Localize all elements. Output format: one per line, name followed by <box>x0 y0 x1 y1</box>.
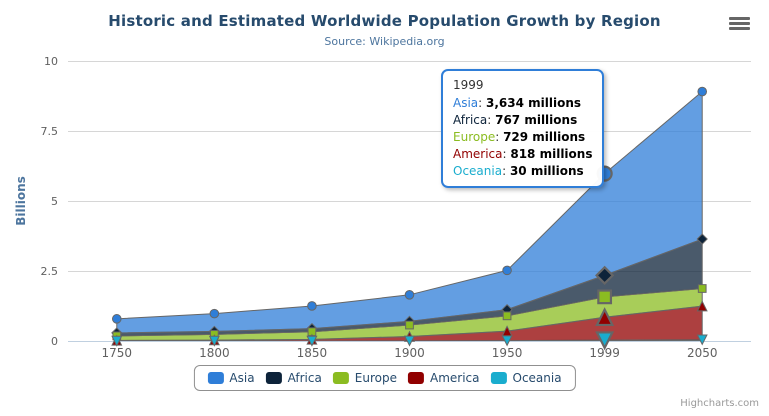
legend-item-oceania[interactable]: Oceania <box>490 371 562 385</box>
y-axis-label: 5 <box>51 195 58 208</box>
legend-item-europe[interactable]: Europe <box>332 371 398 385</box>
tooltip-series-name: America <box>453 147 503 161</box>
x-axis-label: 1800 <box>199 346 230 360</box>
marker-europe-1900[interactable] <box>405 320 414 330</box>
marker-asia-1950[interactable] <box>502 265 512 276</box>
marker-asia-2050[interactable] <box>697 86 708 97</box>
tooltip-separator: : <box>478 96 487 110</box>
legend: Asia Africa Europe America Oceania <box>193 365 576 391</box>
legend-label: Oceania <box>512 371 562 385</box>
marker-asia-1800[interactable] <box>209 308 220 319</box>
marker-africa-1999[interactable] <box>595 265 615 285</box>
x-axis-label: 1999 <box>589 346 620 360</box>
marker-america-1999[interactable] <box>595 307 615 327</box>
x-axis-label: 1750 <box>102 346 133 360</box>
legend-swatch <box>408 372 425 384</box>
marker-oceania-1950[interactable] <box>501 335 513 347</box>
tooltip-row-africa: Africa: 767 millions <box>453 112 592 129</box>
legend-swatch <box>490 372 507 384</box>
marker-oceania-1750[interactable] <box>111 335 123 347</box>
legend-label: Africa <box>287 371 322 385</box>
legend-label: Asia <box>229 371 255 385</box>
marker-europe-1999[interactable] <box>597 289 613 305</box>
tooltip-series-name: Europe <box>453 130 496 144</box>
legend-label: America <box>430 371 480 385</box>
marker-asia-1900[interactable] <box>404 290 415 300</box>
legend-swatch <box>332 372 349 384</box>
tooltip-row-asia: Asia: 3,634 millions <box>453 95 592 112</box>
y-axis-label: 0 <box>51 335 58 348</box>
tooltip-value: 30 millions <box>509 164 584 178</box>
hamburger-icon <box>729 17 750 20</box>
legend-item-asia[interactable]: Asia <box>207 371 255 385</box>
hamburger-icon <box>729 27 750 30</box>
y-axis-title: Billions <box>14 176 28 226</box>
marker-europe-2050[interactable] <box>697 284 707 293</box>
chart-title: Historic and Estimated Worldwide Populat… <box>108 12 661 30</box>
legend-swatch <box>265 372 282 384</box>
tooltip-header: 1999 <box>453 78 484 92</box>
tooltip-separator: : <box>502 147 511 161</box>
marker-oceania-1800[interactable] <box>208 335 220 347</box>
legend-item-america[interactable]: America <box>408 371 480 385</box>
marker-oceania-1850[interactable] <box>306 335 318 347</box>
chart-subtitle: Source: Wikipedia.org <box>324 35 445 48</box>
marker-oceania-1999[interactable] <box>595 331 615 351</box>
tooltip-separator: : <box>495 130 504 144</box>
x-axis-label: 1850 <box>297 346 328 360</box>
chart-tooltip: 1999 Asia: 3,634 millions Africa: 767 mil… <box>441 69 605 188</box>
y-axis-label: 10 <box>44 55 58 68</box>
marker-america-2050[interactable] <box>696 300 708 312</box>
tooltip-row-europe: Europe: 729 millions <box>453 129 592 146</box>
tooltip-series-name: Africa <box>453 113 488 127</box>
tooltip-row-america: America: 818 millions <box>453 146 592 163</box>
x-axis-label: 1900 <box>394 346 425 360</box>
marker-oceania-1900[interactable] <box>403 335 416 347</box>
tooltip-series-name: Oceania <box>453 164 503 178</box>
x-axis-label: 1950 <box>492 346 523 360</box>
legend-label: Europe <box>354 371 398 385</box>
hamburger-icon <box>729 22 750 25</box>
export-menu-button[interactable] <box>727 15 751 32</box>
y-axis-label: 7.5 <box>41 125 59 138</box>
credits-link[interactable]: Highcharts.com <box>680 398 759 409</box>
legend-swatch <box>207 372 224 384</box>
y-axis-label: 2.5 <box>41 265 59 278</box>
marker-europe-1950[interactable] <box>502 311 512 321</box>
tooltip-value: 767 millions <box>495 113 578 127</box>
tooltip-separator: : <box>487 113 496 127</box>
tooltip-separator: : <box>502 164 510 178</box>
marker-africa-2050[interactable] <box>696 233 708 245</box>
tooltip-value: 818 millions <box>510 147 593 161</box>
tooltip-value: 729 millions <box>503 130 586 144</box>
tooltip-value: 3,634 millions <box>486 96 582 110</box>
marker-oceania-2050[interactable] <box>696 334 708 346</box>
marker-asia-1850[interactable] <box>307 301 317 311</box>
tooltip-series-name: Asia <box>453 96 479 110</box>
marker-asia-1750[interactable] <box>111 314 122 324</box>
legend-item-africa[interactable]: Africa <box>265 371 322 385</box>
x-axis-label: 2050 <box>687 346 718 360</box>
tooltip-row-oceania: Oceania: 30 millions <box>453 163 592 180</box>
